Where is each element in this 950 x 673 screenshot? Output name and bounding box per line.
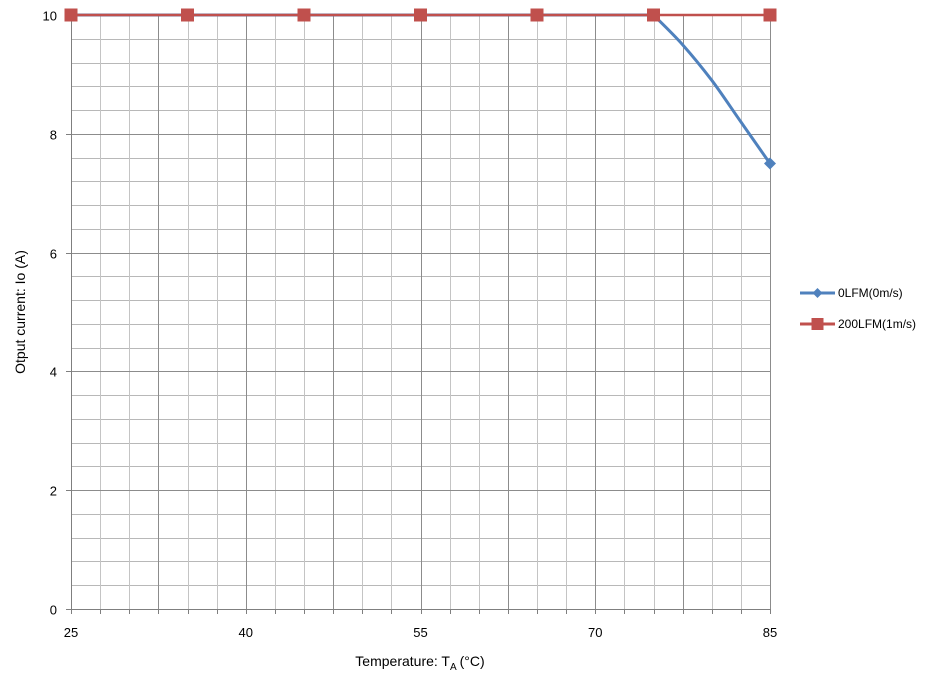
x-tick-label: 70: [588, 625, 602, 640]
y-tick-label: 2: [50, 484, 57, 499]
x-axis-title: Temperature: TA (°C): [355, 653, 484, 673]
x-tick-label: 25: [64, 625, 78, 640]
legend-item-0lfm: 0LFM(0m/s): [800, 286, 903, 300]
y-tick-label: 6: [50, 247, 57, 262]
legend-item-200lfm: 200LFM(1m/s): [800, 317, 916, 331]
y-tick-label: 0: [50, 603, 57, 618]
x-axis-title-main: Temperature: T: [355, 653, 450, 669]
data-point-200lfm: [181, 8, 194, 22]
data-point-200lfm: [414, 8, 427, 22]
x-tick-label: 85: [763, 625, 777, 640]
data-point-200lfm: [530, 8, 544, 22]
tick-labels: 0 2 4 6 8 10 25 40 55 70 85: [43, 9, 778, 641]
x-tick-label: 55: [413, 625, 427, 640]
y-tick-label: 10: [43, 9, 57, 24]
legend-marker-diamond: [812, 288, 823, 298]
data-point-200lfm: [763, 8, 777, 22]
data-point-0lfm: [764, 157, 776, 170]
axes: [66, 15, 771, 614]
x-axis-title-subscript: A: [450, 662, 457, 673]
series: [64, 8, 777, 170]
x-axis-title-unit: (°C): [460, 653, 485, 669]
legend-label-0lfm: 0LFM(0m/s): [838, 286, 903, 300]
legend-marker-square: [811, 318, 824, 330]
legend: 0LFM(0m/s) 200LFM(1m/s): [800, 286, 916, 331]
data-point-200lfm: [297, 8, 311, 22]
y-tick-label: 4: [50, 365, 57, 380]
series-line-0lfm: [71, 13, 772, 165]
legend-label-200lfm: 200LFM(1m/s): [838, 317, 916, 331]
x-tick-label: 40: [239, 625, 253, 640]
grid: [71, 15, 771, 610]
y-tick-label: 8: [50, 128, 57, 143]
data-point-200lfm: [647, 8, 660, 22]
y-axis-title: Otput current: Io (A): [12, 250, 28, 374]
data-point-200lfm: [64, 8, 78, 22]
